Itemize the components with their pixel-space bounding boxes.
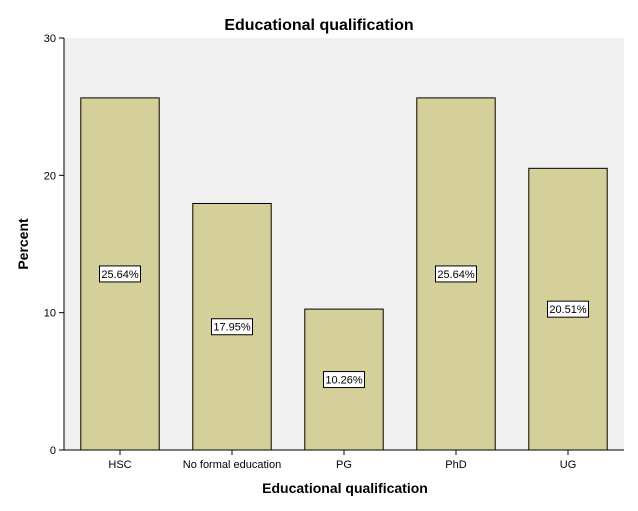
x-tick-label: PhD [445,459,466,471]
data-label-box [435,265,477,283]
y-tick-label: 20 [44,170,56,182]
x-tick-label: No formal education [183,459,281,471]
y-tick-label: 0 [50,445,56,457]
data-label: 17.95% [213,322,251,334]
x-tick-label: PG [336,459,352,471]
y-tick-label: 10 [44,308,56,320]
y-tick-label: 30 [44,33,56,45]
data-label-box [211,318,253,336]
data-label: 20.51% [549,304,587,316]
data-label-box [99,265,141,283]
x-tick-label: UG [560,459,577,471]
data-label-box [323,371,365,389]
y-axis-title: Percent [15,218,31,270]
data-label: 25.64% [437,269,475,281]
data-label: 25.64% [101,269,139,281]
x-axis-title: Educational qualification [262,480,428,496]
chart-title: Educational qualification [224,17,413,34]
x-tick-label: HSC [108,459,131,471]
data-label: 10.26% [325,375,363,387]
data-label-box [547,300,589,318]
